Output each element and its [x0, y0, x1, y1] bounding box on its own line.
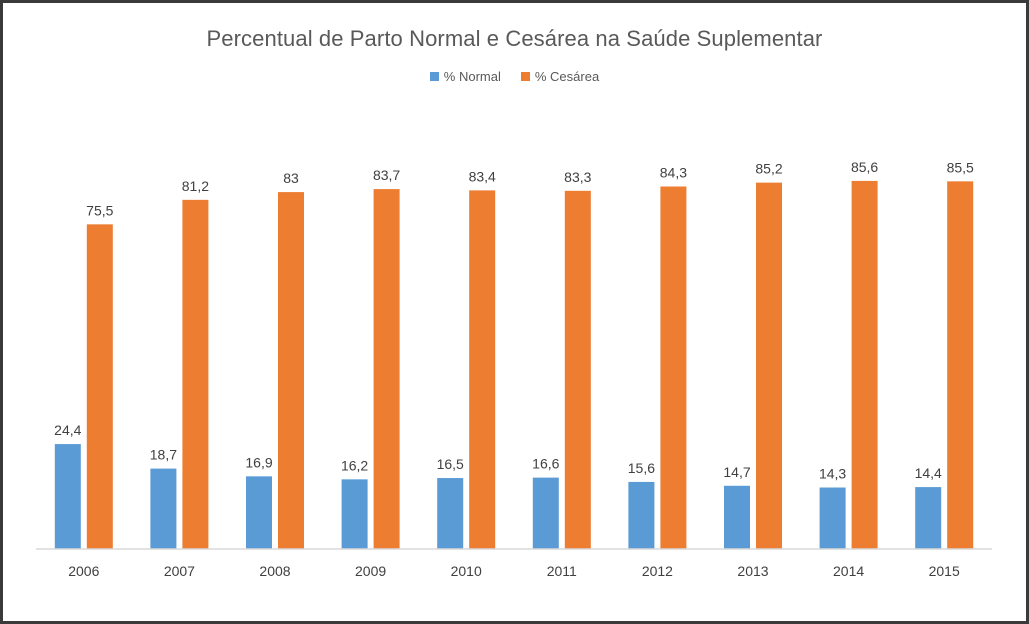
- bar-cesarea-2009: [373, 189, 400, 549]
- bar-cesarea-2015: [947, 181, 974, 549]
- x-tick-label-2013: 2013: [737, 563, 768, 579]
- chart-legend: % Normal % Cesárea: [0, 69, 1029, 84]
- bar-normal-2014: [819, 487, 846, 549]
- data-label-normal-2014: 14,3: [819, 466, 846, 482]
- x-tick-label-2007: 2007: [164, 563, 195, 579]
- data-label-normal-2006: 24,4: [54, 422, 81, 438]
- bar-normal-2008: [246, 476, 272, 549]
- legend-label-cesarea: % Cesárea: [534, 69, 600, 84]
- x-tick-label-2014: 2014: [833, 563, 864, 579]
- bar-normal-2006: [54, 444, 81, 549]
- data-label-normal-2010: 16,5: [437, 456, 464, 472]
- data-label-normal-2011: 16,6: [532, 456, 559, 472]
- bar-cesarea-2007: [182, 199, 209, 549]
- data-label-normal-2009: 16,2: [341, 457, 368, 473]
- data-label-normal-2015: 14,4: [915, 465, 942, 481]
- legend-label-normal: % Normal: [443, 69, 501, 84]
- legend-swatch-normal: [429, 72, 439, 81]
- x-tick-label-2015: 2015: [929, 563, 960, 579]
- bar-cesarea-2012: [660, 186, 687, 549]
- bar-cesarea-2006: [86, 224, 113, 549]
- data-label-cesarea-2008: 83: [283, 170, 299, 186]
- data-label-cesarea-2014: 85,6: [851, 159, 878, 175]
- data-label-normal-2012: 15,6: [628, 460, 655, 476]
- data-label-normal-2007: 18,7: [150, 447, 177, 463]
- bar-normal-2007: [150, 468, 177, 549]
- bar-cesarea-2014: [851, 180, 878, 550]
- x-tick-label-2009: 2009: [355, 563, 386, 579]
- data-label-cesarea-2009: 83,7: [373, 167, 400, 183]
- chart-title: Percentual de Parto Normal e Cesárea na …: [206, 26, 823, 51]
- data-label-cesarea-2015: 85,5: [947, 159, 974, 175]
- data-label-normal-2008: 16,9: [245, 454, 272, 470]
- data-label-cesarea-2011: 83,3: [564, 169, 591, 185]
- bar-normal-2012: [628, 481, 655, 549]
- x-tick-label-2011: 2011: [547, 563, 577, 579]
- data-label-cesarea-2010: 83,4: [469, 168, 496, 184]
- legend-item-normal: % Normal: [429, 69, 501, 84]
- data-label-cesarea-2013: 85,2: [755, 161, 782, 177]
- bar-cesarea-2010: [469, 190, 496, 549]
- data-label-cesarea-2012: 84,3: [660, 165, 687, 181]
- bar-cesarea-2011: [564, 190, 591, 549]
- legend-swatch-cesarea: [520, 72, 530, 81]
- x-tick-label-2008: 2008: [259, 563, 290, 579]
- bar-normal-2010: [437, 478, 464, 549]
- data-label-normal-2013: 14,7: [723, 464, 750, 480]
- data-label-cesarea-2007: 81,2: [182, 178, 209, 194]
- bar-cesarea-2008: [278, 192, 304, 549]
- bar-normal-2015: [915, 487, 942, 549]
- bar-cesarea-2013: [756, 182, 782, 549]
- bar-normal-2009: [341, 479, 368, 549]
- data-label-cesarea-2006: 75,5: [86, 202, 113, 218]
- x-tick-label-2006: 2006: [68, 563, 99, 579]
- x-tick-label-2012: 2012: [642, 563, 673, 579]
- bar-normal-2013: [724, 485, 750, 549]
- x-tick-label-2010: 2010: [451, 563, 482, 579]
- legend-item-cesarea: % Cesárea: [520, 69, 600, 84]
- bar-normal-2011: [532, 477, 559, 549]
